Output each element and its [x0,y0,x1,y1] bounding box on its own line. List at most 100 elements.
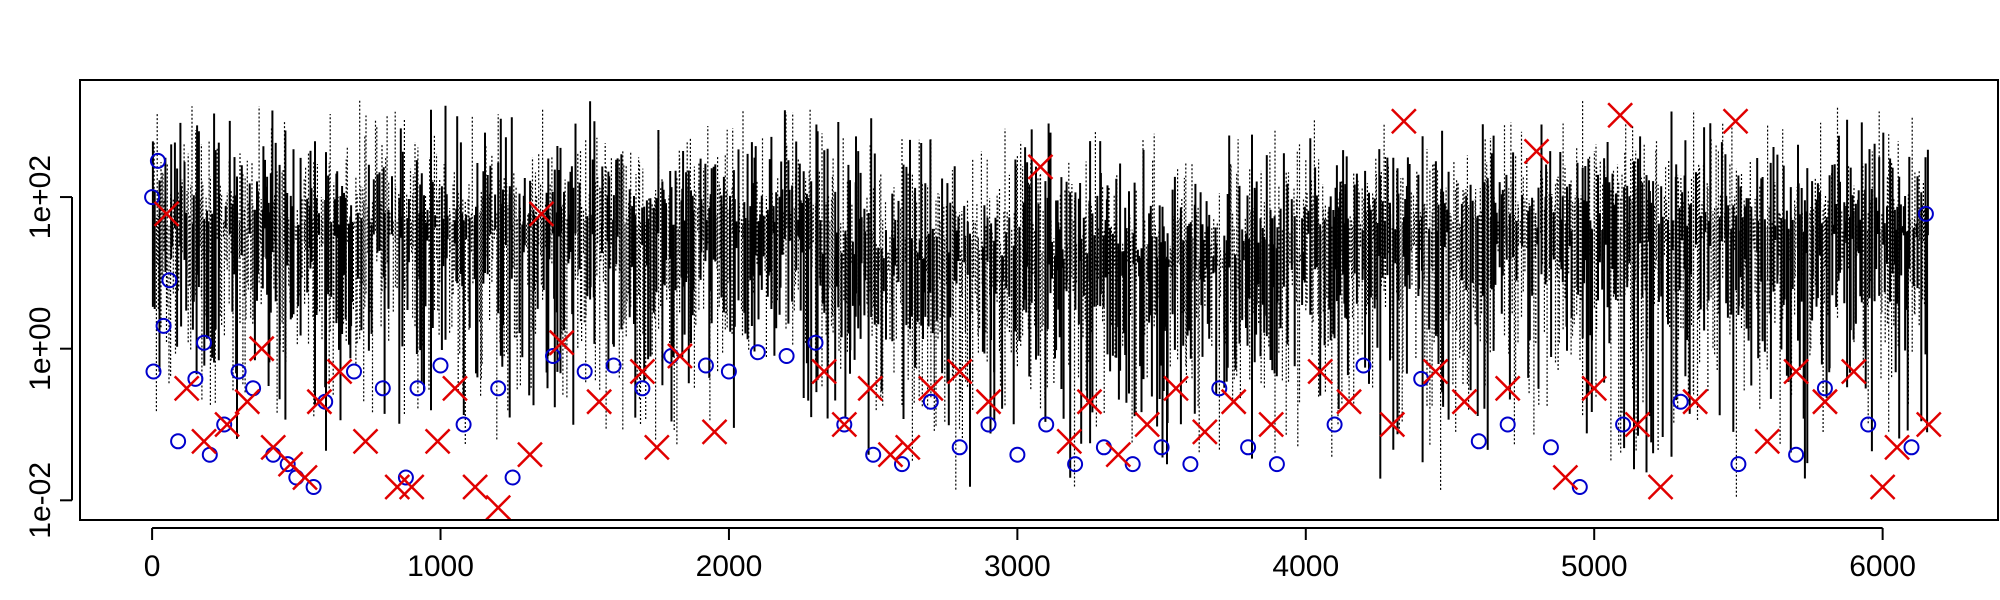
circle-point [144,189,161,206]
circle-point [230,363,247,380]
circle-point [170,433,187,450]
circle-point [1470,433,1487,450]
circle-point [807,334,824,351]
circle-point [432,357,449,374]
cross-point [191,428,217,455]
cross-point [1027,154,1054,180]
y-axis: 1e-02 1e+00 1e+02 [24,155,73,539]
x-tick-label: 0 [144,550,161,583]
circle-point [1095,439,1112,456]
circle-point [836,416,853,433]
cross-point [667,343,693,369]
circle-point [1816,380,1833,397]
cross-point [831,411,858,438]
cross-point [1105,441,1132,468]
cross-point [1258,411,1285,438]
circle-point [149,152,166,169]
x-tick-label: 6000 [1849,550,1916,583]
circle-point [1788,446,1805,463]
cross-point [1163,375,1189,402]
circle-point [1499,416,1516,433]
cross-point [1220,388,1247,415]
axes: 0 1000 2000 3000 4000 5000 6000 1e-02 1e+00 1e+02 [24,155,1916,583]
circle-point [504,469,521,486]
circle-point [1153,439,1170,456]
cross-point [701,418,728,445]
cross-point [1869,474,1896,500]
cross-point [442,375,468,402]
circle-point [1860,416,1877,433]
cross-point [424,428,451,455]
cross-point [234,388,261,415]
circle-point [409,380,426,397]
cross-point [548,329,575,356]
circle-point [1542,439,1559,456]
cross-point [1607,102,1634,129]
cross-point [352,428,379,455]
x-axis: 0 1000 2000 3000 4000 5000 6000 [144,527,1916,583]
cross-point [643,434,670,461]
y-tick-label: 1e+02 [24,155,57,239]
circle-point [216,416,233,433]
x-tick-label: 2000 [696,550,763,583]
circle-point [1917,205,1934,222]
cross-point [1451,388,1478,415]
interval-lines [151,100,1929,497]
plot-area [144,100,1942,520]
circle-point [279,456,296,473]
circle-point [1571,479,1588,495]
cross-point [1056,428,1083,455]
circle-point [545,348,561,364]
cross-point [1840,358,1867,385]
circle-point [1009,446,1026,463]
circle-point [1211,380,1228,397]
cross-point [1812,388,1838,415]
cross-point [946,358,973,385]
cross-markers [153,102,1942,520]
circle-point [201,446,218,463]
circle-point [778,348,795,364]
cross-point [153,200,180,227]
y-tick-label: 1e+00 [24,307,57,391]
plot-clip-group [144,100,1942,520]
circle-point [145,363,162,380]
cross-point [306,388,333,415]
circle-point [1268,456,1285,473]
cross-point [517,441,543,468]
circle-point [980,416,997,433]
cross-point [1494,375,1521,402]
cross-point [877,441,904,468]
circle-point [397,469,414,486]
circle-point [374,380,391,397]
cross-point [1336,388,1362,415]
circle-point [1615,416,1632,433]
circle-point [1730,456,1747,473]
cross-point [214,411,240,438]
circle-point [155,317,172,334]
cross-point [462,474,489,500]
cross-point [1754,428,1781,455]
circle-point [490,380,507,397]
plot-frame [79,79,1999,521]
circle-point [1355,357,1372,374]
cross-point [1134,411,1161,438]
cross-point [1915,411,1942,438]
circle-point [576,363,593,380]
circle-point [1413,370,1430,387]
cross-point [173,375,200,402]
circle-point [305,479,322,495]
circle-point [605,357,622,374]
cross-point [1722,108,1749,135]
circle-point [1240,439,1257,456]
circle-point [1903,439,1920,456]
circle-point [346,363,362,380]
circle-point [161,272,178,289]
circle-point [749,344,766,361]
cross-point [894,434,921,461]
cross-point [326,358,353,385]
cross-point [1191,418,1218,445]
circle-point [245,380,262,397]
x-tick-label: 1000 [407,550,474,583]
circle-point [634,380,651,397]
